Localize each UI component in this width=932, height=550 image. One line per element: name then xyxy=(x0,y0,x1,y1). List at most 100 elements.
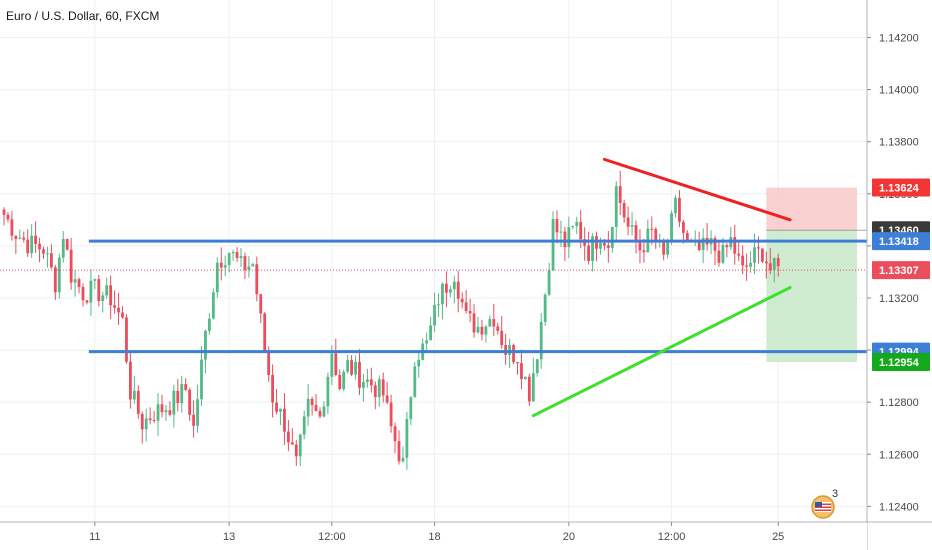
candle-body xyxy=(417,359,421,367)
candle-body xyxy=(508,344,511,355)
candle-body xyxy=(772,258,776,271)
candle-body xyxy=(279,408,282,412)
price-tag xyxy=(872,353,930,372)
candle-body xyxy=(125,317,128,362)
candle-body xyxy=(152,420,156,422)
time-axis[interactable]: 11 13 12:00 18 20 12:00 25 xyxy=(0,521,932,550)
x-tick-label: 12:00 xyxy=(658,531,686,543)
descending-resistance-trendline[interactable] xyxy=(602,157,792,222)
candle-body xyxy=(524,376,527,380)
candle-body xyxy=(334,353,338,375)
candle-body xyxy=(776,258,780,267)
us-flag-icon xyxy=(811,495,835,519)
candle-body xyxy=(389,402,393,427)
candle-body xyxy=(761,248,764,262)
candle-body xyxy=(385,395,389,403)
candles xyxy=(2,170,780,470)
candle-body xyxy=(22,237,26,240)
candle-body xyxy=(69,249,73,283)
candle-body xyxy=(725,245,729,248)
candle-body xyxy=(642,250,646,253)
candle-body xyxy=(468,311,472,314)
candle-body xyxy=(527,376,531,402)
candle-body xyxy=(188,389,192,415)
candle-body xyxy=(192,414,195,426)
candle-body xyxy=(235,252,239,259)
candle-body xyxy=(196,399,199,426)
candle-body xyxy=(61,239,65,258)
candle-body xyxy=(156,404,160,421)
candle-body xyxy=(492,319,496,327)
price-tag xyxy=(872,261,930,280)
candle-body xyxy=(342,371,346,390)
candle-body xyxy=(488,319,492,327)
candle-body xyxy=(322,406,326,417)
candle-body xyxy=(223,265,227,268)
candle-body xyxy=(452,281,456,290)
candle-body xyxy=(713,238,717,251)
candle-body xyxy=(338,374,342,390)
candle-body xyxy=(14,235,18,239)
candle-body xyxy=(448,289,452,293)
candle-body xyxy=(559,231,563,233)
candle-body xyxy=(555,219,559,233)
trend-lines[interactable] xyxy=(531,157,792,418)
candle-body xyxy=(496,326,500,331)
candle-body xyxy=(18,237,22,239)
candle-body xyxy=(685,232,689,242)
candle-body xyxy=(243,256,247,270)
candle-body xyxy=(294,444,298,457)
candle-body xyxy=(551,219,555,271)
candle-body xyxy=(591,236,594,261)
candle-body xyxy=(757,247,760,249)
ascending-support-trendline[interactable] xyxy=(531,286,792,418)
candle-body xyxy=(366,379,369,383)
candle-body xyxy=(239,256,243,259)
candle-body xyxy=(358,361,361,388)
candle-body xyxy=(764,261,768,264)
take-profit-zone[interactable] xyxy=(766,230,857,363)
candle-body xyxy=(618,186,622,204)
candle-body xyxy=(251,264,255,267)
candle-body xyxy=(610,226,614,248)
candle-body xyxy=(160,404,164,413)
candle-body xyxy=(753,247,756,263)
y-tick-label: 1.14000 xyxy=(879,85,919,97)
candle-body xyxy=(425,340,429,344)
candle-body xyxy=(500,330,504,346)
candle-body xyxy=(547,270,551,295)
candle-body xyxy=(148,418,152,421)
candle-body xyxy=(484,326,488,335)
candle-body xyxy=(227,253,231,266)
candle-body xyxy=(476,326,480,333)
candle-body xyxy=(429,325,432,341)
candle-body xyxy=(77,279,81,287)
candle-body xyxy=(405,418,409,458)
candle-body xyxy=(464,302,468,312)
candle-body xyxy=(306,398,310,417)
candle-body xyxy=(101,295,105,301)
candle-body xyxy=(614,186,618,227)
candle-body xyxy=(89,280,93,303)
candle-body xyxy=(472,313,476,333)
candle-body xyxy=(10,219,14,236)
candle-body xyxy=(433,304,436,326)
candle-body xyxy=(204,330,207,360)
horizontal-levels[interactable] xyxy=(0,239,867,354)
position-zones[interactable] xyxy=(766,187,867,363)
candle-body xyxy=(168,410,172,415)
candle-body xyxy=(172,390,176,415)
candle-body xyxy=(50,253,53,268)
candle-body xyxy=(2,209,6,215)
candle-body xyxy=(211,292,215,319)
candle-body xyxy=(231,252,235,254)
candle-body xyxy=(184,384,188,390)
candle-body xyxy=(263,313,267,352)
events-badge[interactable]: 3 xyxy=(808,488,838,520)
candle-body xyxy=(678,197,681,222)
candle-body xyxy=(38,243,41,250)
candle-body xyxy=(733,237,737,254)
stop-loss-zone[interactable] xyxy=(766,187,857,231)
candle-body xyxy=(180,384,184,404)
